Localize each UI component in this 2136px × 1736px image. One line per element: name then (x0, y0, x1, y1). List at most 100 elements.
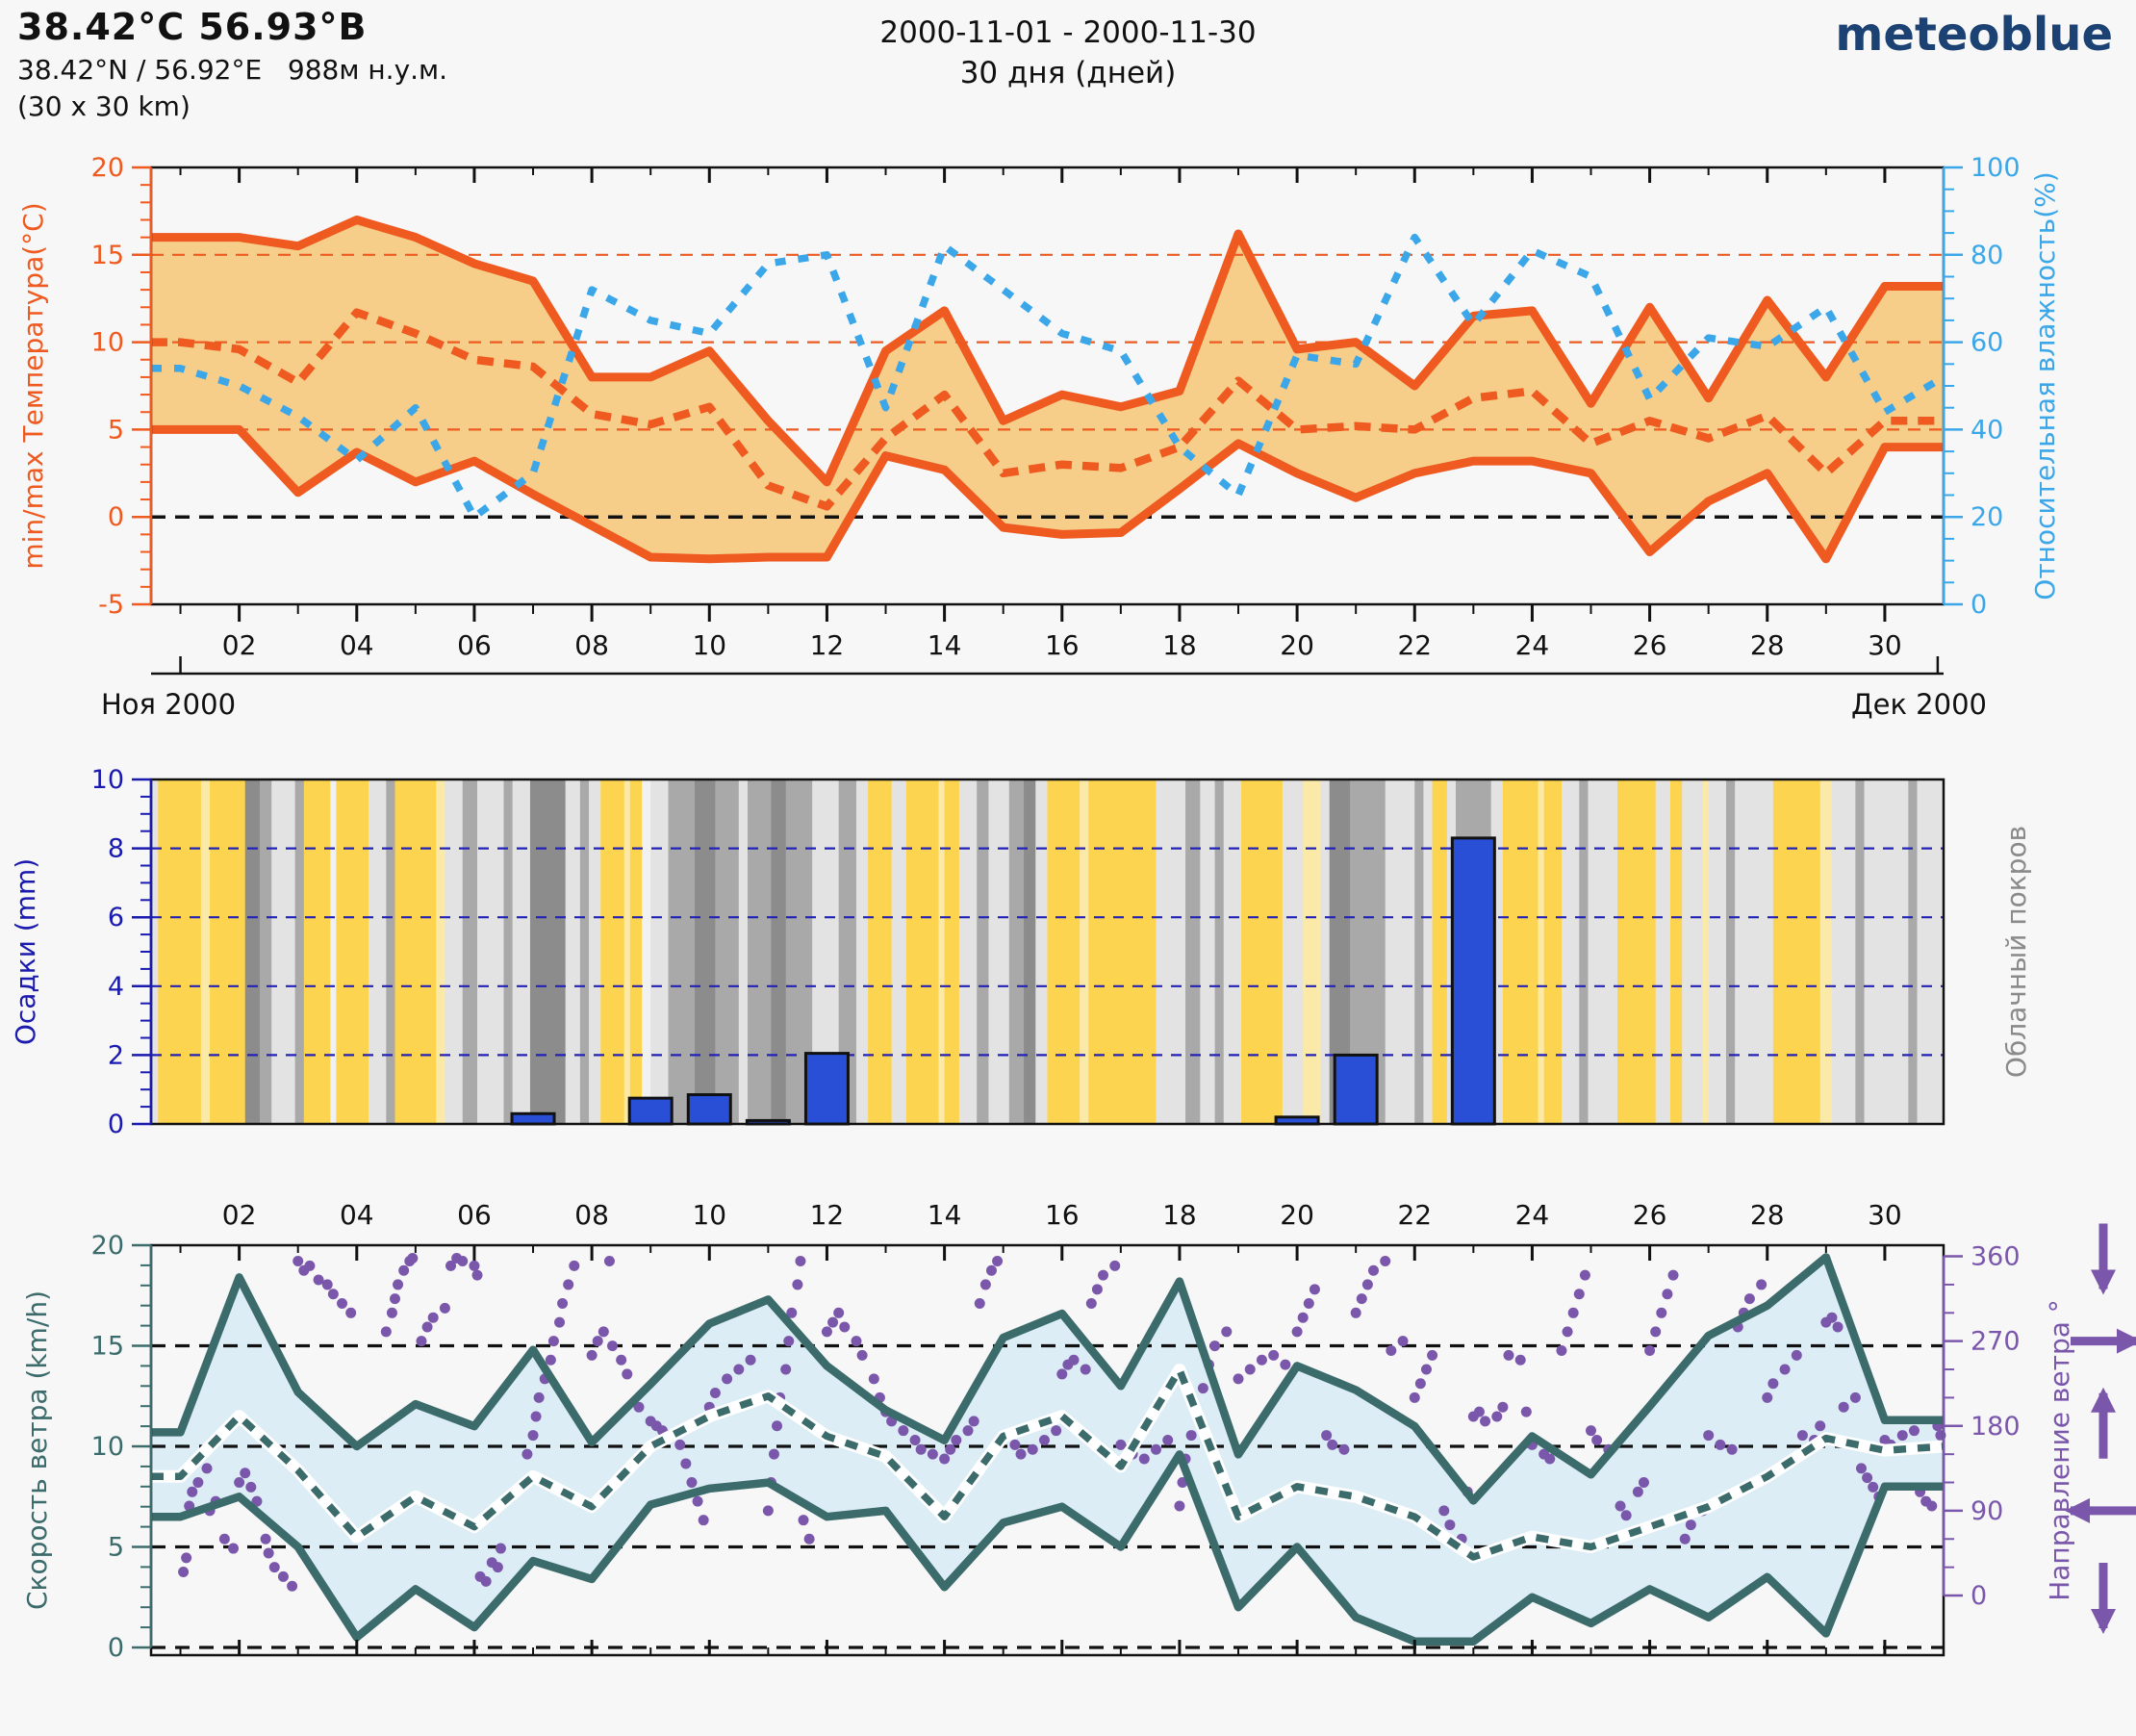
cloud-cover-stripe (738, 779, 749, 1124)
wind-day-label: 20 (1280, 1199, 1314, 1231)
cloud-cover-stripe (988, 779, 1010, 1124)
wind-direction-dot (827, 1316, 839, 1328)
wind-direction-dot (768, 1448, 779, 1460)
wind-minmax-band (151, 1257, 1944, 1642)
wind-direction-axis-label: 90 (1971, 1496, 2003, 1526)
cloud-cover-stripe (1223, 779, 1242, 1124)
wind-direction-dot (1908, 1425, 1920, 1437)
cloud-cover-stripe (695, 779, 716, 1124)
cloud-cover-stripe (715, 779, 740, 1124)
wind-direction-dot (856, 1349, 868, 1361)
wind-direction-dot (692, 1495, 703, 1507)
month-axis: Ноя 2000 Дек 2000 (101, 656, 1987, 721)
wind-direction-dot (277, 1570, 289, 1582)
day-label: 14 (928, 629, 962, 661)
wind-direction-dot (313, 1274, 324, 1286)
wind-direction-dot (389, 1293, 400, 1305)
wind-direction-dot (833, 1307, 845, 1318)
cloud-cover-stripe (336, 779, 369, 1124)
wind-direction-dot (821, 1326, 832, 1338)
wind-direction-dot (798, 1515, 809, 1526)
precip-axis-label: 8 (108, 834, 124, 864)
wind-speed-axis-label: 10 (91, 1432, 124, 1462)
wind-direction-dot (416, 1336, 427, 1347)
wind-speed-axis-label: 15 (91, 1332, 124, 1362)
humidity-axis-label: 20 (1971, 502, 2003, 532)
wind-direction-dot (992, 1255, 1004, 1266)
cloud-cover-stripe (958, 779, 978, 1124)
wind-direction-dot (698, 1515, 709, 1526)
cloud-cover-stripe (1831, 779, 1856, 1124)
wind-direction-dot (1444, 1519, 1456, 1531)
wind-speed-axis-title: Скорость ветра (km/h) (21, 1290, 53, 1610)
wind-direction-dot (939, 1453, 951, 1465)
wind-direction-dot (1497, 1401, 1509, 1413)
page-title: 38.42°C 56.93°В (17, 6, 368, 48)
wind-direction-dot (533, 1391, 545, 1403)
wind-direction-dot (909, 1434, 921, 1445)
wind-direction-dot (851, 1336, 862, 1347)
wind-direction-dot (1080, 1364, 1091, 1375)
wind-direction-dot (606, 1340, 618, 1352)
wind-direction-dot (1473, 1406, 1485, 1417)
wind-direction-dot (1656, 1307, 1667, 1318)
cloud-cover-stripe (650, 779, 670, 1124)
cloud-cover-stripe (512, 779, 531, 1124)
wind-direction-dot (1715, 1439, 1726, 1450)
wind-direction-dot (469, 1260, 480, 1271)
cloud-cover-stripe (938, 779, 946, 1124)
cloud-cover-stripe (1855, 779, 1866, 1124)
wind-direction-dot (445, 1260, 457, 1271)
wind-direction-dot (1197, 1383, 1208, 1394)
cloud-cover-stripe (1864, 779, 1909, 1124)
wind-direction-dot (1926, 1500, 1938, 1512)
cloud-cover-stripe (668, 779, 696, 1124)
wind-direction-dot (945, 1443, 956, 1455)
wind-direction-dot (1815, 1420, 1826, 1432)
cloud-cover-stripe (158, 779, 202, 1124)
wind-direction-dot (1309, 1284, 1320, 1295)
cloud-cover-stripe (462, 779, 478, 1124)
wind-direction-dot (218, 1533, 230, 1545)
cloud-cover-stripe (579, 779, 590, 1124)
wind-direction-dot (586, 1349, 598, 1361)
wind-direction-dot (1414, 1378, 1426, 1390)
wind-direction-dot (598, 1326, 609, 1338)
day-label: 26 (1633, 629, 1667, 661)
wind-direction-dot (480, 1575, 492, 1587)
wind-direction-dot (287, 1580, 298, 1592)
wind-direction-dot (803, 1533, 815, 1545)
cloud-cover-stripe (838, 779, 857, 1124)
wind-direction-dot (1027, 1443, 1038, 1455)
cloud-cover-stripe (1185, 779, 1201, 1124)
wind-direction-axis-label: 270 (1971, 1327, 2021, 1357)
wind-direction-axis-label: 360 (1971, 1242, 2021, 1272)
wind-direction-dot (386, 1307, 397, 1318)
cloud-cover-stripe (1543, 779, 1563, 1124)
wind-direction-dot (1662, 1289, 1673, 1300)
wind-direction-dot (1573, 1289, 1585, 1300)
cloud-cover-stripe (565, 779, 581, 1124)
day-label: 16 (1045, 629, 1080, 661)
wind-direction-dot (245, 1481, 257, 1493)
cloud-cover-stripe (1423, 779, 1434, 1124)
wind-direction-dot (1380, 1255, 1391, 1266)
wind-direction-dot (1779, 1364, 1791, 1375)
cloud-cover-stripe (244, 779, 261, 1124)
wind-direction-dot (1620, 1510, 1632, 1521)
wind-direction-dot (1185, 1430, 1197, 1442)
wind-direction-dot (569, 1260, 580, 1271)
day-label: 06 (457, 629, 492, 661)
wind-direction-dot (1291, 1326, 1303, 1338)
duration-label: 30 дня (дней) (959, 56, 1177, 90)
cloud-cover-stripe (1819, 779, 1833, 1124)
wind-direction-dot (547, 1336, 559, 1347)
cloud-cover-stripe (1908, 779, 1919, 1124)
cloud-axis-title: Облачный покров (2000, 826, 2032, 1078)
wind-direction-dot (1091, 1284, 1103, 1295)
wind-direction-dot (616, 1354, 627, 1366)
wind-direction-dot (251, 1495, 263, 1507)
wind-direction-dot (1491, 1411, 1503, 1422)
precip-axis-label: 2 (108, 1040, 124, 1070)
